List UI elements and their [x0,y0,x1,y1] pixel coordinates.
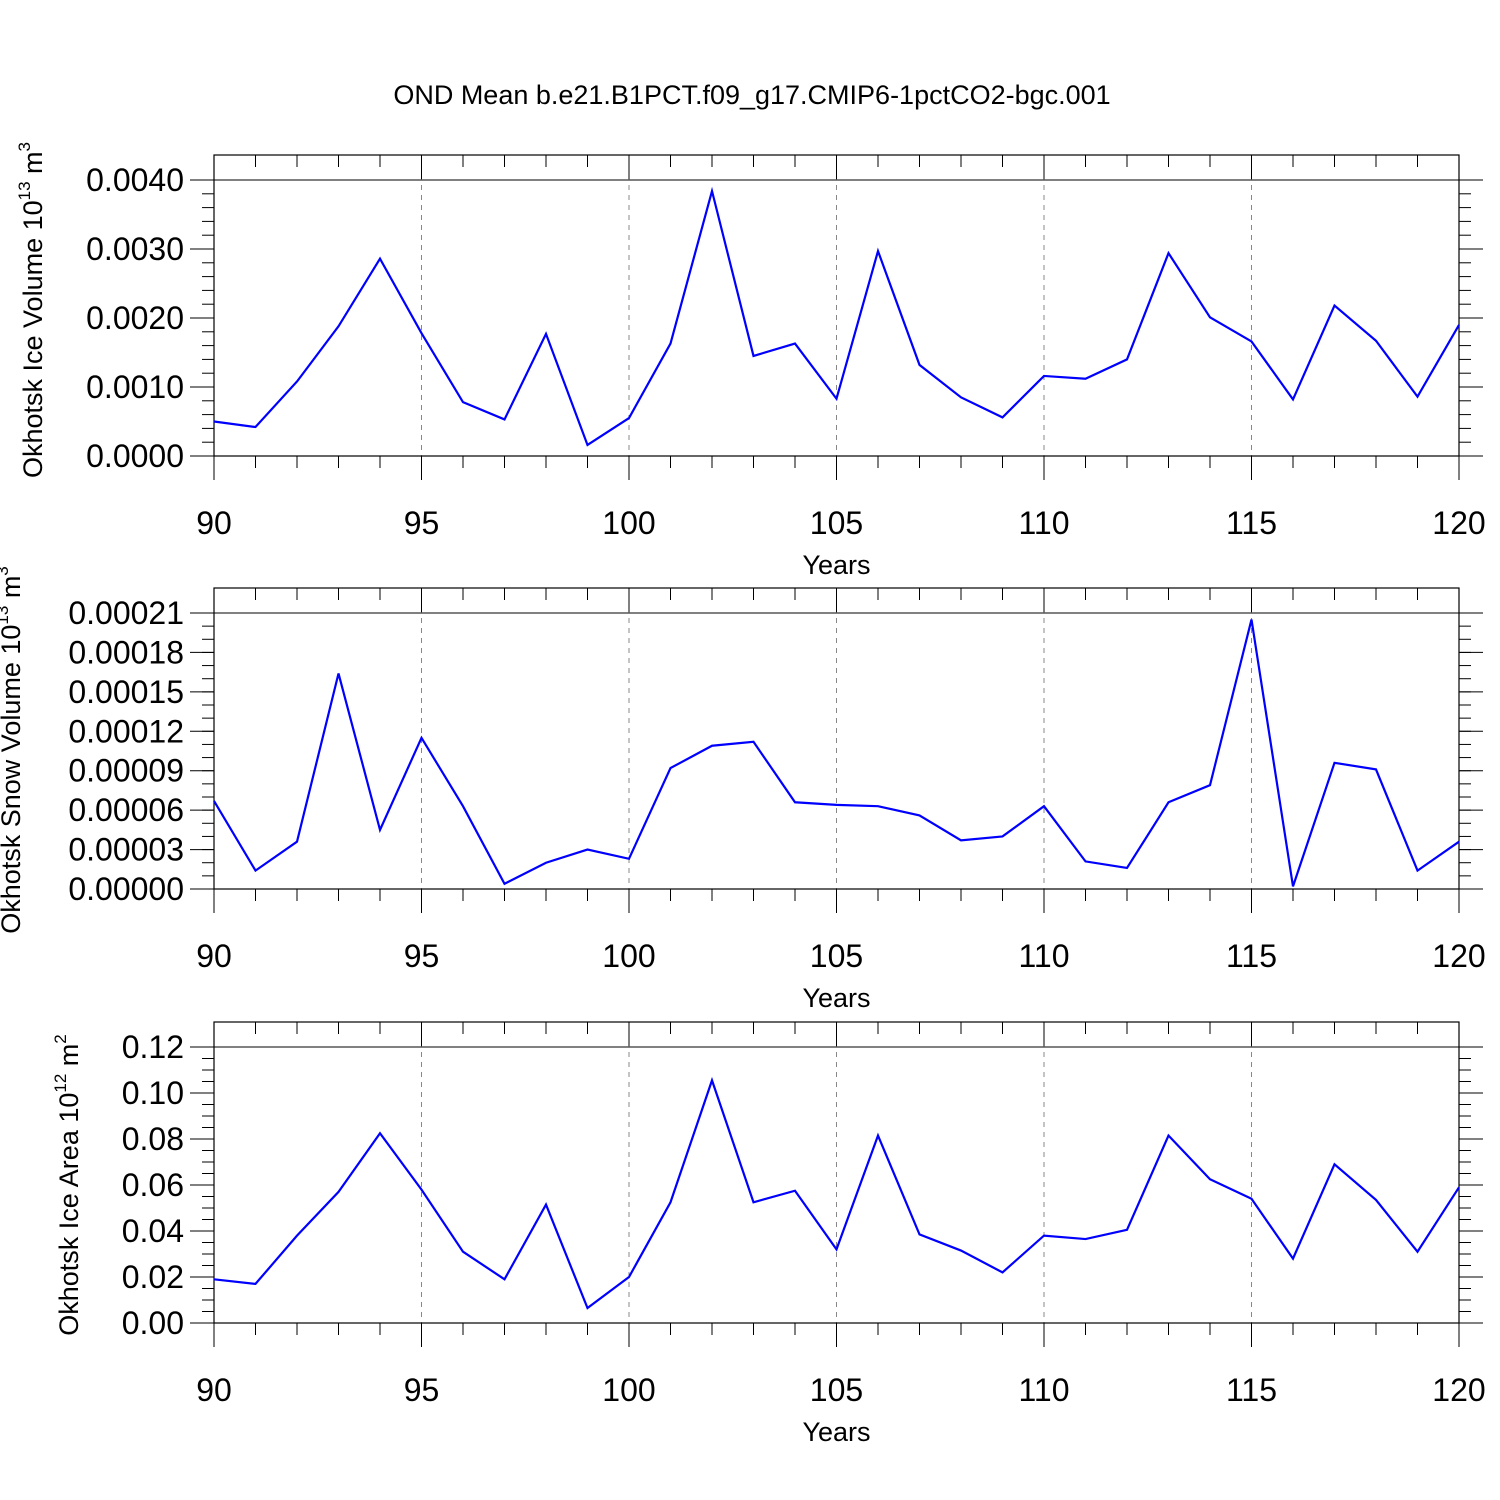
y-label-exponent: 13 [15,181,34,200]
x-tick-label: 105 [810,1372,863,1408]
y-tick-label: 0.00006 [68,792,184,828]
y-axis-label: Okhotsk Ice Area 1012 m2 [51,1034,84,1336]
data-series-line [213,1076,1460,1310]
x-tick-label: 105 [810,505,863,541]
y-tick-label: 0.00018 [68,634,184,670]
x-tick-label: 100 [602,1372,655,1408]
x-tick-label: 100 [602,938,655,974]
x-tick-label: 120 [1432,505,1485,541]
y-label-unit-exponent: 3 [0,566,12,575]
x-tick-label: 110 [1018,938,1069,974]
x-tick-label: 95 [404,1372,440,1408]
x-tick-label: 95 [404,505,440,541]
y-label-unit-exponent: 3 [15,142,34,151]
panel-2: 0.000000.000030.000060.000090.000120.000… [0,566,1486,1013]
x-axis-label: Years [802,550,870,580]
x-tick-label: 90 [196,938,232,974]
y-tick-label: 0.12 [122,1029,184,1065]
x-tick-label: 110 [1018,1372,1069,1408]
y-label-unit-exponent: 2 [51,1034,70,1043]
y-label-main: Okhotsk Ice Volume 10 [18,200,48,478]
y-tick-label: 0.00 [122,1305,184,1341]
x-tick-label: 105 [810,938,863,974]
x-tick-label: 100 [602,505,655,541]
y-label-main: Okhotsk Snow Volume 10 [0,625,26,934]
y-tick-label: 0.02 [122,1259,184,1295]
x-tick-label: 90 [196,505,232,541]
x-axis-label: Years [802,983,870,1013]
panels: 0.0000 0.0010 0.0020 0.0030 0.0040 90 95 100 105… [0,142,1486,1447]
y-tick-label: 0.00003 [68,832,184,868]
y-tick-label: 0.0020 [86,300,184,336]
y-axis-label: Okhotsk Snow Volume 1013 m3 [0,566,26,934]
x-tick-label: 110 [1018,505,1069,541]
x-axis-label: Years [802,1417,870,1447]
y-label-main: Okhotsk Ice Area 10 [54,1093,84,1336]
y-label-exponent: 12 [51,1074,70,1093]
y-tick-label: 0.0010 [86,369,184,405]
x-tick-label: 120 [1432,1372,1485,1408]
y-tick-label: 0.0000 [86,438,184,474]
y-tick-label: 0.00000 [68,871,184,907]
y-tick-label: 0.0040 [86,162,184,198]
y-tick-label: 0.00009 [68,753,184,789]
y-label-unit: m [54,1044,84,1074]
panel-3: 0.00 0.02 0.04 0.06 0.08 0.10 0.12 90 95 100 105 11… [51,1021,1486,1447]
x-tick-label: 120 [1432,938,1485,974]
y-tick-label: 0.00021 [68,595,184,631]
x-tick-label: 115 [1226,938,1277,974]
y-label-exponent: 13 [0,606,12,625]
x-tick-label: 95 [404,938,440,974]
y-label-unit: m [18,151,48,181]
y-tick-label: 0.08 [122,1121,184,1157]
x-tick-label: 90 [196,1372,232,1408]
y-tick-label: 0.0030 [86,231,184,267]
panel-1: 0.0000 0.0010 0.0020 0.0030 0.0040 90 95 100 105… [15,142,1486,580]
data-series-line [213,619,1460,887]
y-tick-label: 0.00012 [68,713,184,749]
x-tick-label: 115 [1226,505,1277,541]
y-tick-label: 0.04 [122,1213,184,1249]
figure-title: OND Mean b.e21.B1PCT.f09_g17.CMIP6-1pctC… [393,80,1110,110]
y-tick-label: 0.10 [122,1075,184,1111]
y-label-unit: m [0,576,26,606]
y-tick-label: 0.00015 [68,674,184,710]
x-tick-label: 115 [1226,1372,1277,1408]
y-axis-label: Okhotsk Ice Volume 1013 m3 [15,142,48,478]
y-tick-label: 0.06 [122,1167,184,1203]
data-series-line [213,186,1460,447]
